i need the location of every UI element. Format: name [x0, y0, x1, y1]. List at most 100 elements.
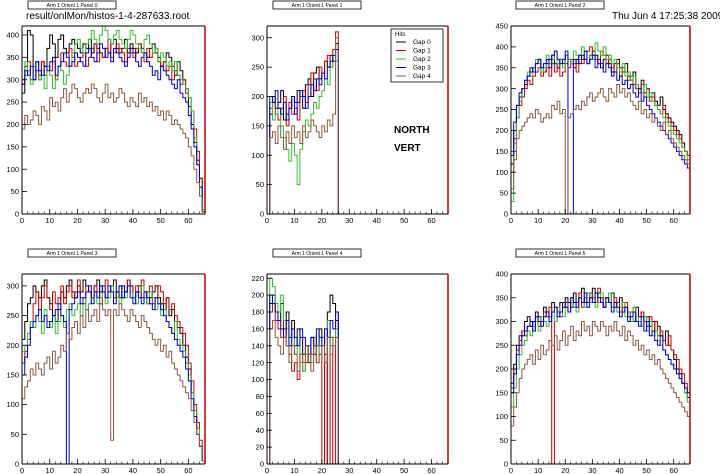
y-tick-label: 200 [6, 120, 19, 129]
series-gap-3 [21, 43, 206, 214]
y-tick-label: 400 [6, 31, 19, 40]
y-tick-label: 100 [251, 375, 264, 384]
x-tick-label: 30 [101, 466, 109, 474]
y-tick-label: 80 [256, 392, 264, 401]
x-tick-label: 50 [156, 466, 164, 474]
y-tick-label: 400 [495, 270, 508, 279]
panel-title-text: Arm 1 Orient 1 Panel 0 [47, 3, 98, 9]
y-tick-label: 100 [6, 165, 19, 174]
y-tick-label: 0 [504, 460, 508, 469]
y-tick-label: 250 [495, 341, 508, 350]
y-tick-label: 350 [6, 53, 19, 62]
panel-title-box [272, 248, 362, 258]
y-tick-label: 40 [256, 426, 264, 435]
x-tick-label: 50 [642, 216, 650, 225]
x-tick-label: 20 [561, 216, 569, 225]
x-tick-label: 20 [73, 216, 81, 225]
legend-entry: Gap 0 [413, 39, 431, 46]
y-tick-label: 200 [495, 126, 508, 135]
panel-title-box [27, 0, 117, 10]
x-tick-label: 10 [534, 466, 542, 474]
x-tick-label: 30 [588, 466, 596, 474]
y-tick-label: 100 [251, 151, 264, 160]
x-tick-label: 20 [318, 216, 326, 225]
y-tick-label: 350 [495, 63, 508, 72]
x-tick-label: 30 [345, 466, 353, 474]
y-tick-label: 60 [256, 409, 264, 418]
panel-2: Arm 1 Orient 1 Panel 2 0 10 20 30 40 50 60 0 50 10… [495, 0, 691, 225]
x-tick-label: 10 [46, 466, 54, 474]
y-tick-label: 0 [15, 460, 19, 469]
x-tick-label: 20 [318, 466, 326, 474]
legend-box [390, 28, 444, 83]
y-tick-label: 250 [6, 98, 19, 107]
panel-title-box [27, 248, 117, 258]
annotation-north: NORTH [394, 125, 430, 136]
y-tick-label: 180 [251, 308, 264, 317]
y-tick-label: 200 [495, 365, 508, 374]
y-tick-label: 450 [495, 22, 508, 31]
panel-title: Arm 1 Orient 1 Panel 0 [27, 0, 117, 10]
x-tick-label: 60 [427, 466, 435, 474]
x-tick-label: 60 [670, 216, 678, 225]
x-tick-label: 60 [427, 216, 435, 225]
panel-title-box [515, 0, 605, 10]
x-tick-label: 30 [588, 216, 596, 225]
y-tick-label: 20 [256, 443, 264, 452]
file-name: result/onlMon/histos-1-4-287633.root [26, 11, 190, 22]
panel-3: Arm 1 Orient 1 Panel 3 0 10 20 30 40 50 60 0 50 10… [6, 248, 206, 474]
x-tick-label: 0 [265, 216, 269, 225]
y-tick-label: 220 [251, 274, 264, 283]
series-gap-2 [21, 25, 206, 214]
x-tick-label: 60 [670, 466, 678, 474]
legend-entry: Gap 2 [413, 56, 431, 63]
y-tick-label: 150 [495, 147, 508, 156]
x-tick-label: 50 [642, 466, 650, 474]
panel-4: Arm 1 Orient 1 Panel 4 0 10 20 30 40 50 60 0 20 40… [251, 248, 449, 474]
y-tick-label: 200 [251, 92, 264, 101]
series-gap-4 [21, 303, 206, 464]
y-tick-label: 300 [6, 281, 19, 290]
series-gap-0 [510, 287, 691, 464]
y-tick-label: 300 [251, 33, 264, 42]
panel-title-box [515, 248, 605, 258]
series-gap-3 [510, 50, 691, 215]
panel-title-text: Arm 1 Orient 1 Panel 4 [292, 251, 343, 257]
legend-entry: Gap 3 [413, 65, 431, 72]
y-tick-label: 140 [251, 341, 264, 350]
y-tick-label: 150 [251, 121, 264, 130]
panel-title: Arm 1 Orient 1 Panel 5 [515, 248, 605, 258]
panel-title-box [272, 0, 362, 10]
y-tick-label: 300 [495, 317, 508, 326]
x-tick-label: 40 [129, 216, 137, 225]
legend-title: Hits [395, 32, 405, 38]
x-tick-label: 0 [509, 466, 513, 474]
y-tick-label: 50 [500, 189, 508, 198]
annotation-vert: VERT [394, 143, 421, 154]
series-gap-0 [510, 50, 691, 214]
y-tick-label: 50 [256, 180, 264, 189]
panel-title: Arm 1 Orient 1 Panel 1 [272, 0, 362, 10]
x-tick-label: 0 [20, 466, 24, 474]
y-tick-label: 100 [495, 168, 508, 177]
y-tick-label: 120 [251, 358, 264, 367]
date-stamp: Thu Jun 4 17:25:38 2009 [612, 11, 720, 22]
x-tick-label: 10 [290, 466, 298, 474]
x-tick-label: 40 [615, 216, 623, 225]
y-tick-label: 200 [6, 341, 19, 350]
y-tick-label: 150 [6, 142, 19, 151]
panel-title-text: Arm 1 Orient 1 Panel 5 [535, 251, 586, 257]
panel-title-text: Arm 1 Orient 1 Panel 1 [292, 3, 343, 9]
panel-0: Arm 1 Orient 1 Panel 0 0 10 20 30 40 50 60 0 50 10… [6, 0, 206, 225]
series-gap-3 [21, 285, 206, 465]
series-gap-4 [21, 83, 206, 214]
y-tick-label: 0 [504, 210, 508, 219]
y-tick-label: 100 [495, 412, 508, 421]
x-tick-label: 60 [184, 466, 192, 474]
y-tick-label: 50 [11, 187, 19, 196]
series-gap-4 [267, 37, 342, 215]
y-tick-label: 400 [495, 42, 508, 51]
x-tick-label: 20 [73, 466, 81, 474]
